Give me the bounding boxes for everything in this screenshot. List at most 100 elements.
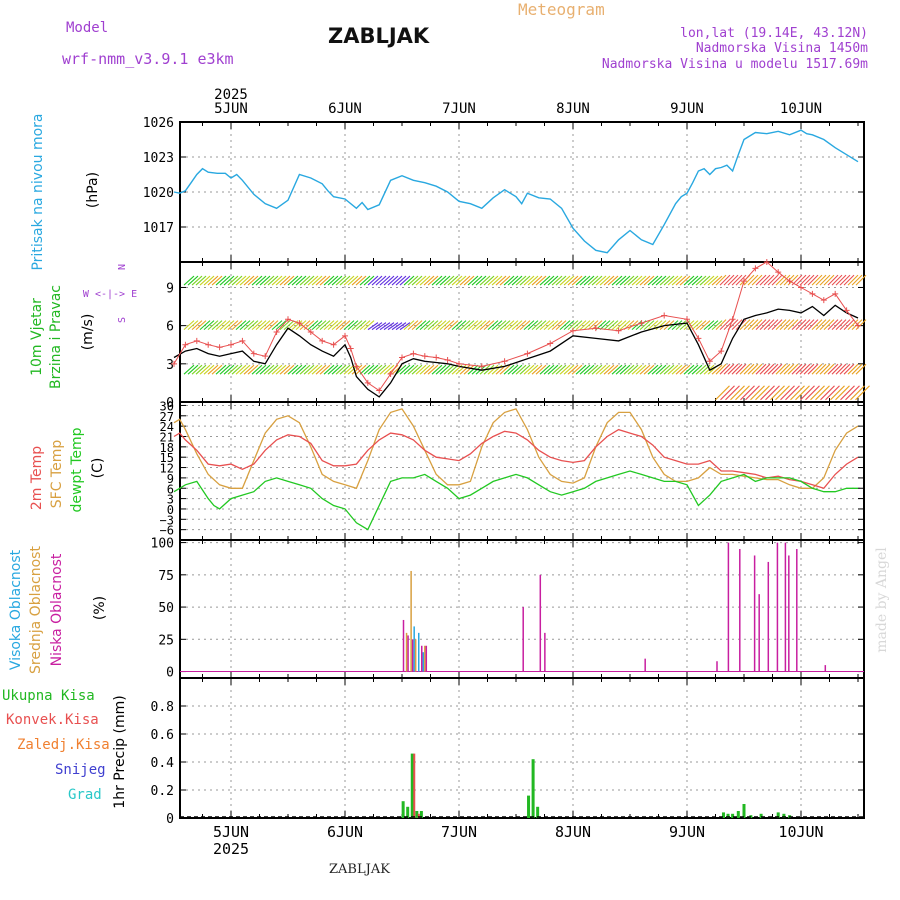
wind-barb [527, 275, 539, 286]
wind-barb [611, 364, 623, 375]
wind-barb [683, 320, 695, 331]
wind-title-1: 10m Vjetar [29, 298, 45, 376]
wind-barb [715, 274, 727, 286]
wind-barb [291, 275, 303, 286]
model-label: Model [66, 20, 109, 36]
wind-gust-marker [478, 363, 485, 370]
wind-barb [659, 364, 671, 375]
wind-gust-marker [843, 307, 850, 314]
wind-barb [259, 275, 271, 286]
wind-barb [731, 319, 743, 331]
wind-gust-marker [387, 371, 394, 377]
wind-barb [547, 275, 559, 286]
wind-barb [783, 319, 795, 331]
precip-bar [406, 806, 410, 818]
y-tick-label: 6 [166, 320, 174, 335]
wind-gust-marker [855, 322, 861, 329]
wind-barb [559, 320, 571, 331]
wind-barb [351, 320, 363, 331]
wind-barb [419, 275, 431, 286]
wind-barb [567, 275, 579, 286]
compass-s: S [117, 317, 128, 323]
precip-legend-item: Ukupna Kisa [2, 688, 95, 704]
wind-barb [279, 275, 291, 286]
wind-barb [835, 274, 847, 286]
wind-barb [543, 275, 555, 286]
wind-barb [699, 320, 711, 331]
wind-barb [303, 364, 315, 375]
wind-barb [731, 363, 743, 375]
wind-barb [427, 364, 439, 375]
wind-barb [499, 320, 511, 331]
wind-barb [379, 322, 391, 331]
wind-barb [407, 275, 419, 286]
wind-barb [675, 320, 687, 331]
wind-barb [707, 275, 719, 286]
mid-cloud-title: Srednja Oblacnost [28, 546, 44, 674]
wind-gust-marker [524, 350, 531, 357]
low-cloud-title: Niska Oblacnost [49, 553, 65, 666]
wind-gust-marker [706, 358, 713, 365]
y-tick-label: 25 [158, 633, 174, 648]
wind-barb [295, 275, 307, 286]
wind-barb [743, 363, 755, 375]
wind-barb [255, 275, 267, 286]
wind-barb [359, 320, 371, 331]
wind-barb [763, 319, 775, 331]
wind-barb [363, 364, 375, 375]
y-tick-label: 0 [166, 666, 174, 681]
wind-barb [447, 364, 459, 375]
wind-barb [623, 275, 635, 286]
wind-barb [295, 364, 307, 375]
wind-barb [575, 364, 587, 375]
wind-barb [647, 275, 659, 286]
y-tick-label: 0.4 [151, 756, 175, 771]
wind-barb [527, 364, 539, 375]
wind-barb [847, 319, 859, 331]
wind-barb [663, 364, 675, 375]
wind-barb [315, 275, 327, 286]
wind-barb [415, 275, 427, 286]
y-tick-label: −6 [160, 524, 174, 538]
wind-barb [547, 320, 559, 331]
wind-barb [431, 275, 443, 286]
y-tick-label: 27 [160, 410, 174, 424]
wind-barb [839, 319, 851, 331]
wind-barb [483, 275, 495, 286]
wind-barb [607, 364, 619, 375]
wind-barb [543, 364, 555, 375]
wind-barb [319, 320, 331, 331]
wind-barb [767, 274, 779, 286]
meteogram-title: Meteogram [518, 0, 605, 19]
wind-barb [371, 364, 383, 375]
wind-barb [351, 275, 363, 286]
x-tick-label-bottom: 6JUN [327, 823, 363, 841]
wind-barb [195, 364, 207, 375]
wind-barb [631, 275, 643, 286]
wind-barb [643, 275, 655, 286]
wind-barb [780, 385, 795, 401]
wind-barb [475, 320, 487, 331]
x-tick-label-top: 9JUN [670, 101, 704, 117]
wind-barb [651, 364, 663, 375]
wind-barb [411, 275, 423, 286]
station-title: ZABLJAK [328, 24, 430, 48]
wind-barb [843, 363, 855, 375]
wind-barb [539, 275, 551, 286]
wind-barb [467, 320, 479, 331]
wind-barb [227, 320, 239, 331]
wind-barb [843, 319, 855, 331]
wind-barb [535, 364, 547, 375]
wind-barb [235, 364, 247, 375]
wind-barb [423, 320, 435, 331]
wind-barb [715, 385, 730, 401]
wind-barb [643, 364, 655, 375]
wind-gust-marker [729, 316, 736, 323]
wind-gust-marker [798, 284, 804, 291]
wind-barb [251, 320, 263, 331]
wind-unit: (m/s) [80, 314, 96, 351]
x-tick-label-bottom: 8JUN [555, 823, 591, 841]
precip-bar [536, 806, 540, 818]
wind-barb [591, 364, 603, 375]
wind-barb [223, 320, 235, 331]
